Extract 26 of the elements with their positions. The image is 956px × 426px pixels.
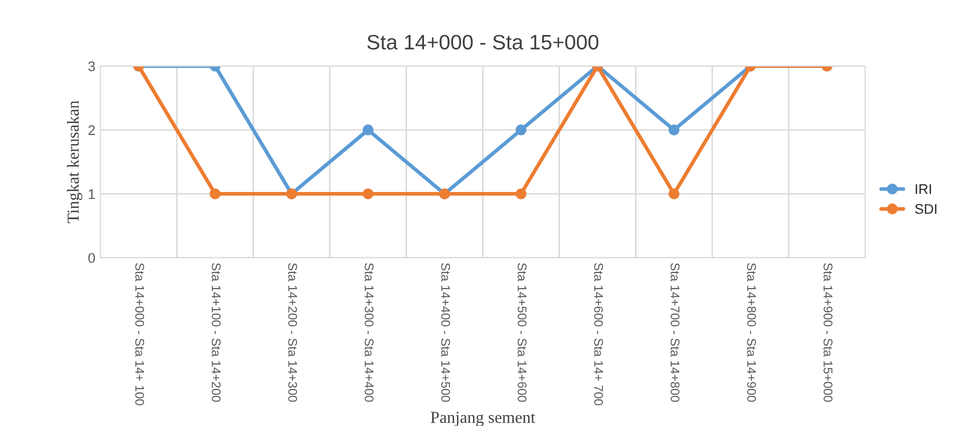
y-tick-label: 3 <box>88 61 95 72</box>
x-tick-label: Sta 14+100 - Sta 14+200 <box>212 263 221 402</box>
y-tick-label: 0 <box>88 253 95 263</box>
point <box>210 188 220 200</box>
point <box>516 124 526 136</box>
legend-label: SDI <box>915 204 936 214</box>
point <box>516 188 526 200</box>
x-tick-label: Sta 14+600 - Sta 14+ 700 <box>594 263 603 406</box>
y-tick-label: 1 <box>88 189 95 199</box>
x-tick-label: Sta 14+200 - Sta 14+300 <box>288 263 298 402</box>
legend-label: IRI <box>916 184 931 194</box>
y-tick-label: 2 <box>88 125 95 135</box>
chart-title: Sta 14+000 - Sta 15+000 <box>367 34 598 50</box>
x-tick-label: Sta 14+000 - Sta 14+ 100 <box>135 263 144 406</box>
point <box>362 188 374 200</box>
x-tick-label: Sta 14+500 - Sta 14+600 <box>518 263 527 402</box>
y-axis-title: Tingkat kerusakan <box>67 100 82 224</box>
x-axis-title: Panjang sement <box>430 412 536 426</box>
x-tick-label: Sta 14+300 - Sta 14+400 <box>364 263 374 402</box>
x-tick-label: Sta 14+400 - Sta 14+500 <box>441 263 450 402</box>
x-tick-label: Sta 14+800 - Sta 14+900 <box>747 263 756 402</box>
point <box>668 124 680 136</box>
point <box>668 188 680 200</box>
x-tick-label: Sta 14+700 - Sta 14+800 <box>670 263 680 402</box>
point <box>362 124 374 136</box>
x-tick-label: Sta 14+900 - Sta 15+000 <box>824 263 832 402</box>
